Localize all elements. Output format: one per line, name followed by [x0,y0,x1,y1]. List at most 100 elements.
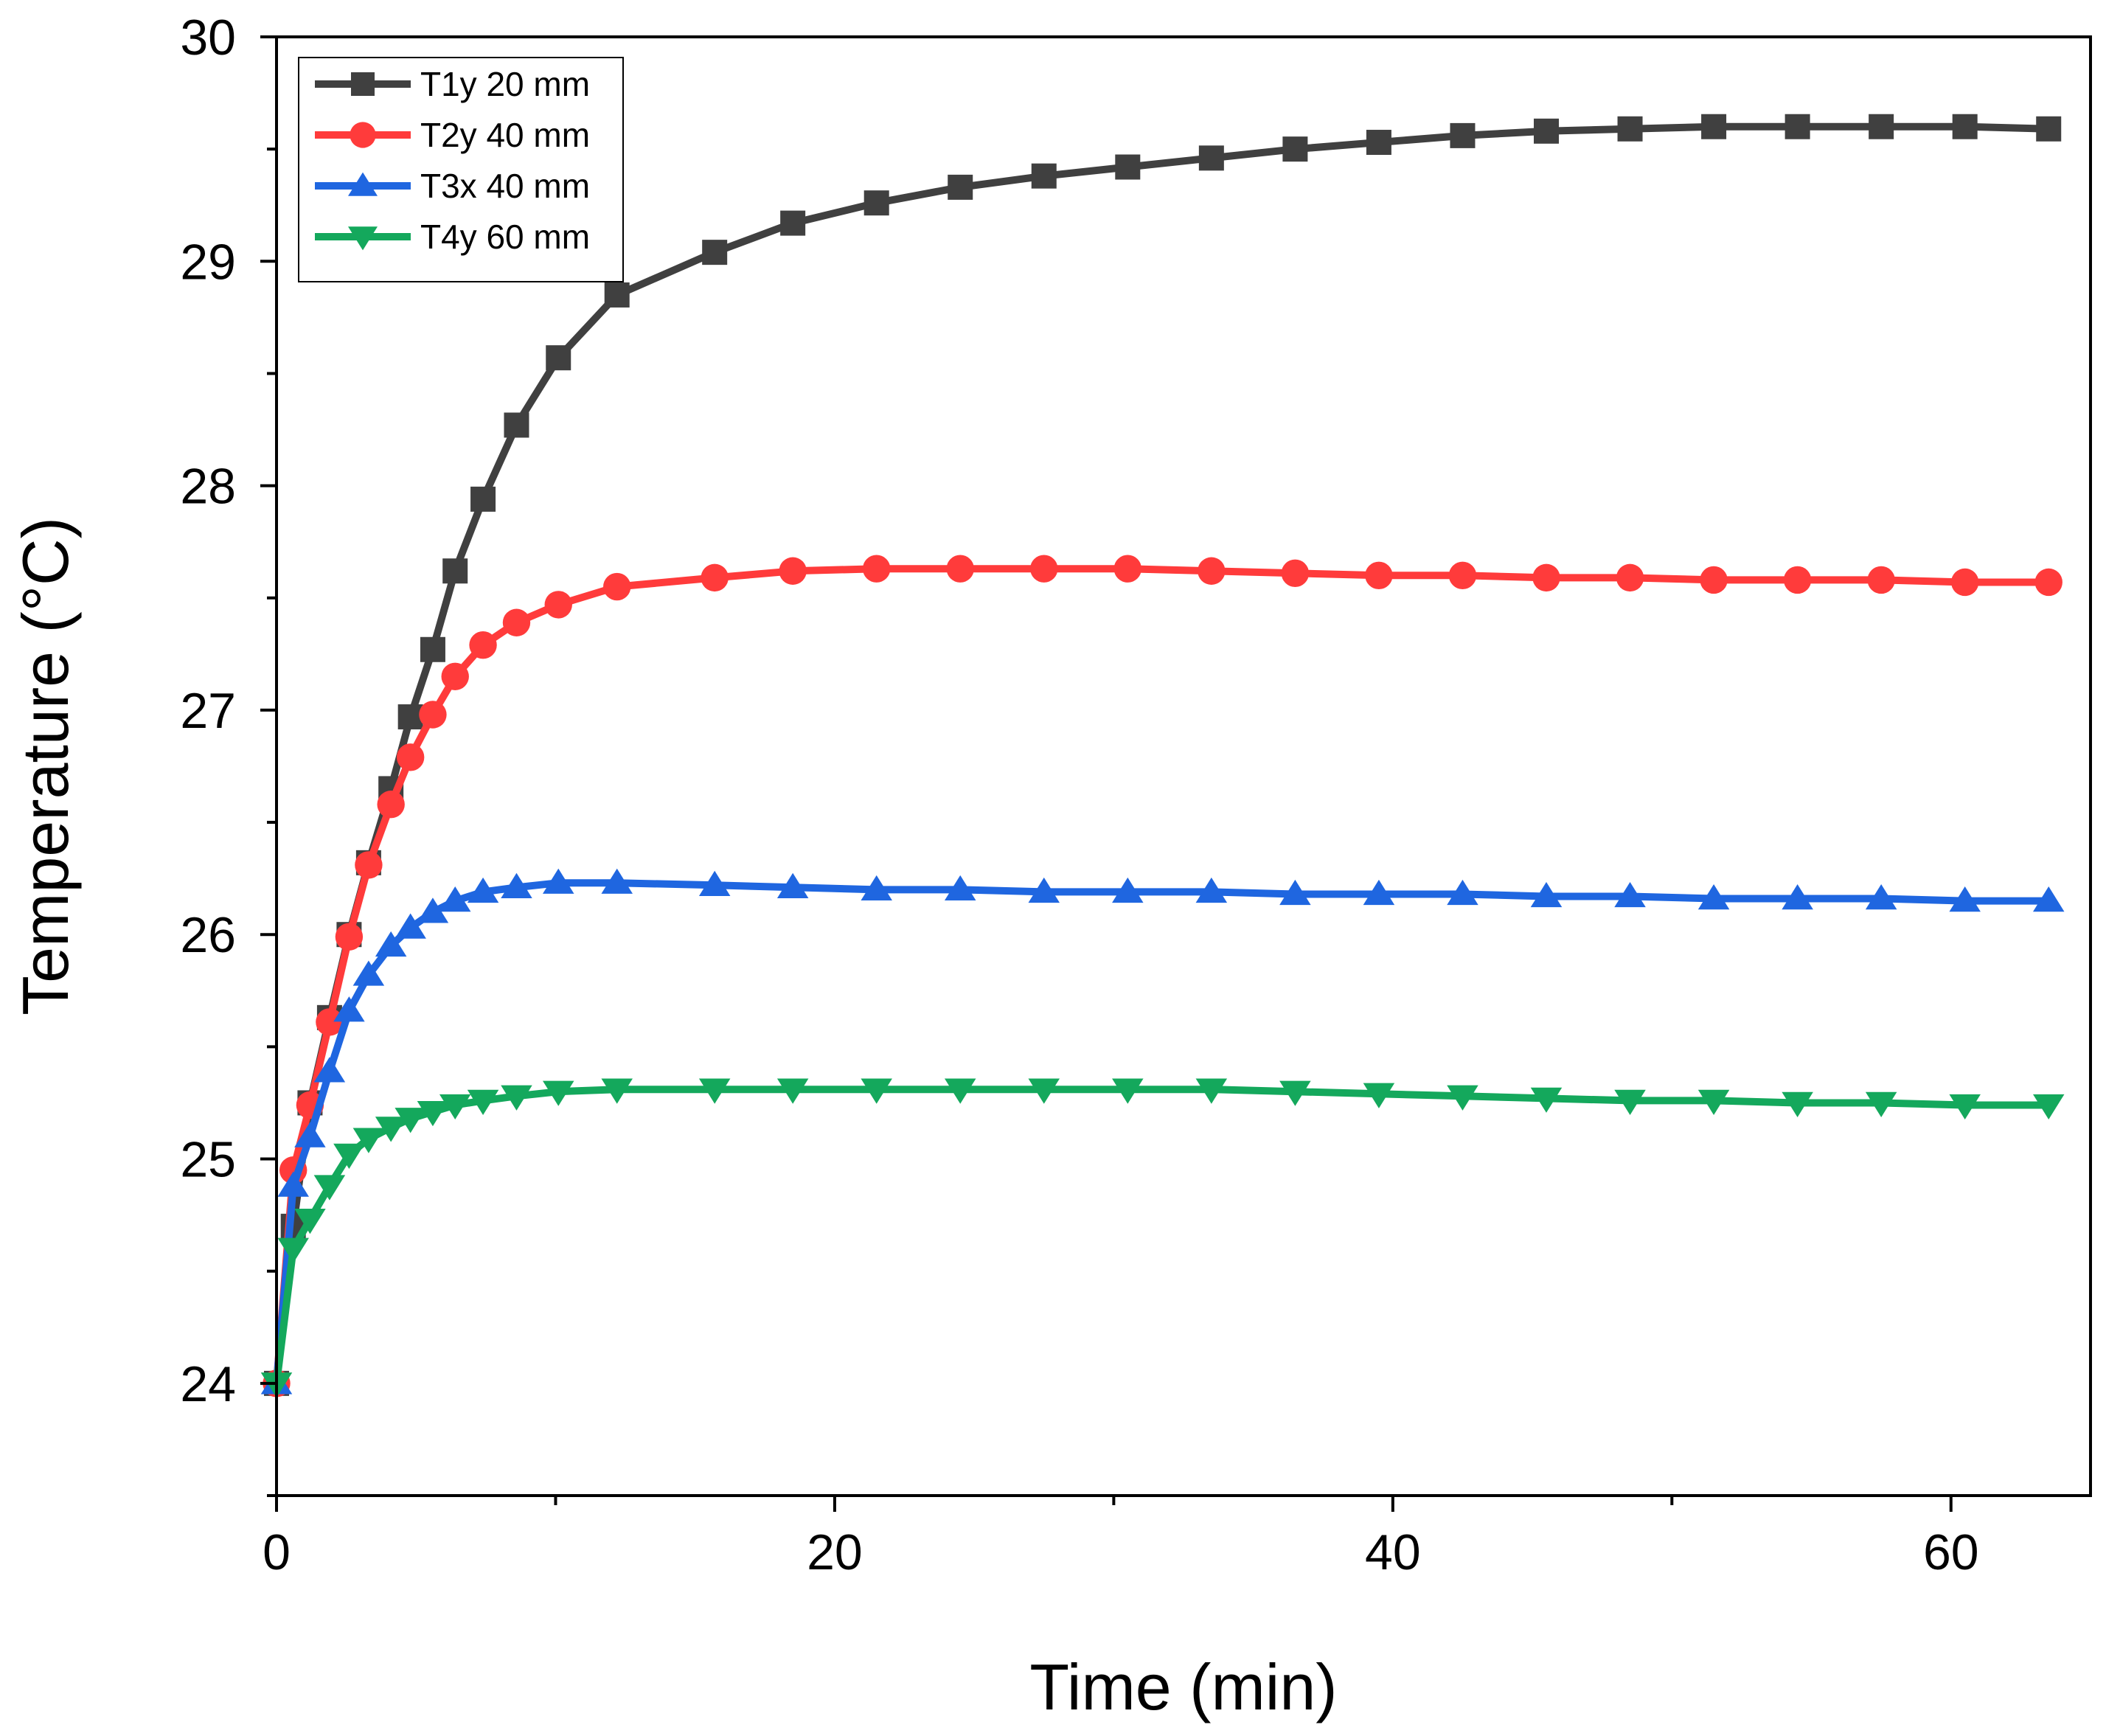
data-point [776,872,809,898]
data-point [419,701,447,729]
data-point [776,1078,809,1104]
data-point [1950,568,1979,597]
x-tick-label: 60 [1923,1524,1979,1580]
data-point [1028,1078,1060,1104]
data-point [294,1122,326,1148]
plot-frame [275,35,2092,1497]
data-point [601,1078,633,1104]
data-point [1363,1083,1395,1108]
data-point [542,1080,574,1106]
data-point [1115,154,1141,180]
series-t4y-60-mm [260,1078,2065,1398]
data-point [1697,883,1730,910]
data-point [335,923,364,951]
data-point [861,1078,892,1104]
data-point [603,572,631,601]
x-tick-label: 20 [807,1524,863,1580]
data-point [1701,114,1727,139]
data-point [948,174,973,200]
data-point [313,1057,346,1083]
data-point [1195,1078,1228,1104]
axes: 0 20 40 60 24 25 26 27 28 29 30 [180,10,2092,1580]
data-point [1784,114,1810,139]
data-point [861,875,892,901]
data-point [1532,563,1560,592]
data-point [1281,559,1310,587]
y-tick-label: 26 [180,907,236,963]
data-point [604,282,630,308]
data-point [1447,1085,1478,1111]
x-tick-label: 40 [1365,1524,1421,1580]
data-point [377,791,405,819]
legend-label: T2y 40 mm [420,116,590,154]
data-point [1028,877,1060,903]
y-tick-label: 29 [180,234,236,290]
data-point [1952,114,1978,139]
data-point [439,886,471,912]
data-point [1949,886,1981,912]
data-point [439,1094,471,1120]
data-point [1869,114,1894,139]
data-point [1113,555,1142,583]
data-point [701,563,729,592]
plot-area [260,114,2065,1398]
data-point [1198,145,1224,171]
data-point [1617,116,1643,142]
data-point [420,636,445,662]
legend-label: T4y 60 mm [420,218,590,256]
data-point [544,591,572,619]
data-point [1447,879,1478,906]
data-point [946,555,974,583]
data-point [467,877,499,903]
legend-item: T4y 60 mm [315,218,590,256]
data-point [467,1089,499,1115]
data-point [1030,555,1058,583]
y-axis-title: Temperature (°C) [9,517,82,1015]
data-point [501,1085,532,1111]
data-point [1112,1078,1144,1104]
data-point [863,190,889,216]
data-point [1949,1094,1981,1120]
data-point [501,872,532,898]
data-point [352,960,385,986]
series-t1y-20-mm [264,114,2062,1396]
data-point [1448,561,1477,590]
data-point [1614,1089,1646,1115]
y-tick-label: 30 [180,10,236,66]
data-point [397,704,423,730]
data-point [277,1237,309,1263]
data-point [1530,1087,1563,1113]
data-point [2034,568,2062,597]
data-point [2032,886,2065,912]
data-point [944,1078,976,1104]
data-point [1279,1080,1311,1106]
data-point [1867,566,1895,594]
data-point [1112,877,1144,903]
y-tick-label: 28 [180,459,236,515]
data-point [702,240,728,265]
data-point [502,608,531,636]
data-point [316,1008,344,1036]
data-point [698,1078,731,1104]
series-line [273,122,2053,1387]
data-point [542,868,574,894]
data-point [2032,1094,2065,1120]
data-point [442,558,468,584]
data-point [1783,566,1812,594]
data-point [396,743,425,771]
series-t2y-40-mm [263,555,2062,1398]
data-point [1365,561,1393,590]
data-point [1198,557,1226,585]
x-axis-title: Time (min) [1029,1650,1337,1723]
data-point [1534,118,1559,144]
legend-label: T1y 20 mm [420,65,590,103]
data-point [862,555,891,583]
data-point [470,486,496,512]
legend: T1y 20 mm T2y 40 mm T3x 40 mm T4y 60 mm [298,57,624,282]
data-point [1865,883,1897,910]
data-point [375,931,407,957]
legend-item: T2y 40 mm [315,116,590,154]
series-line [273,1086,2053,1387]
data-point [601,868,633,894]
